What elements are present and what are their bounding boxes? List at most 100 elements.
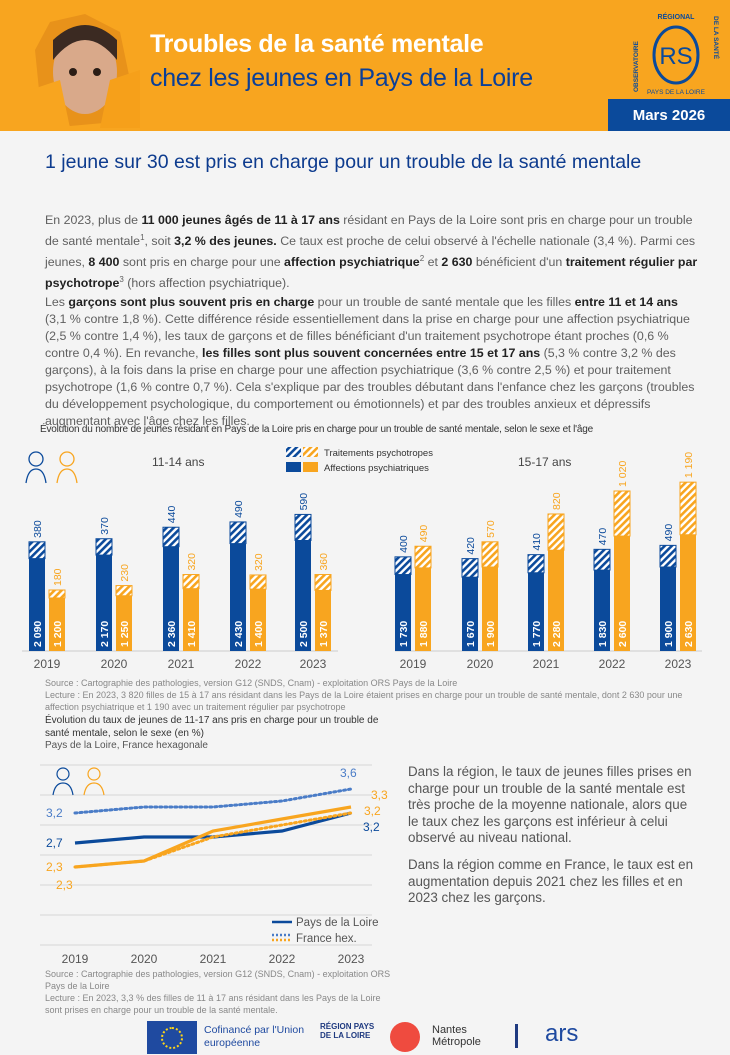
girls-treatment-bar: [679, 481, 697, 536]
girls-affection-label: 2 280: [551, 621, 563, 647]
boy-girl-icon: [52, 767, 105, 796]
girls-affection-label: 1 370: [318, 621, 330, 647]
girls-treatment-label: 820: [551, 492, 563, 510]
ors-logo: RS RÉGIONAL PAYS DE LA LOIRE OBSERVATOIR…: [633, 12, 721, 96]
svg-text:PAYS DE LA LOIRE: PAYS DE LA LOIRE: [647, 89, 706, 96]
value-label: 2,3: [46, 860, 63, 874]
boys-affection-bar: [528, 572, 544, 651]
boys-treatment-label: 490: [663, 524, 675, 542]
girls-treatment-bar: [115, 585, 133, 597]
boys-treatment-label: 370: [99, 517, 111, 535]
svg-text:RÉGIONAL: RÉGIONAL: [658, 12, 696, 21]
girls-affection-label: 2 600: [617, 621, 629, 647]
girls-treatment-label: 360: [318, 553, 330, 571]
boys-affection-label: 2 170: [99, 621, 111, 647]
text-segment: 2: [419, 254, 425, 264]
boys-treatment-label: 420: [465, 537, 477, 555]
text-segment: résidant en Pays de la Loire sont pris e…: [45, 213, 693, 249]
year-label: 2021: [168, 657, 195, 671]
value-label: 3,2: [364, 804, 381, 818]
header-banner: Troubles de la santé mentale chez les je…: [0, 0, 730, 131]
boys-affection-label: 1 900: [663, 621, 675, 647]
girls-treatment-bar: [547, 513, 565, 551]
text-segment: , soit: [144, 234, 175, 249]
girls-treatment-label: 320: [186, 553, 198, 571]
boys-affection-label: 2 500: [298, 621, 310, 647]
republique-francaise-logo: [515, 1024, 537, 1048]
legend-swatch-treatment-girls: [303, 447, 318, 457]
legend-swatch-affection-boys: [286, 462, 301, 472]
bold-text: traitement régulier par psychotrope: [45, 255, 698, 291]
boys-affection-bar: [660, 567, 676, 651]
boys-treatment-label: 440: [166, 506, 178, 524]
year-label: 2022: [235, 657, 262, 671]
boy-girl-icon: [25, 451, 78, 484]
text-segment: sont pris en charge pour une: [119, 255, 285, 270]
value-label: 3,2: [46, 806, 63, 820]
text-segment: pour un trouble de santé mentale que les…: [314, 295, 575, 310]
girls-affection-bar: [250, 589, 266, 651]
year-label: 2020: [467, 657, 494, 671]
girls-treatment-bar: [182, 574, 200, 590]
side-text: Dans la région, le taux de jeunes filles…: [408, 764, 700, 917]
boys-affection-bar: [230, 543, 246, 651]
year-label: 2023: [338, 952, 365, 966]
department-logo: [390, 1022, 420, 1052]
girls-affection-label: 1 250: [119, 621, 131, 647]
girls-treatment-bar: [414, 545, 432, 569]
boys-treatment-label: 410: [531, 533, 543, 551]
body-text: En 2023, plus de 11 000 jeunes âgés de 1…: [45, 212, 700, 432]
girls-treatment-label: 1 190: [683, 452, 695, 478]
boys-affection-bar: [462, 577, 478, 651]
boys-affection-label: 2 430: [233, 621, 245, 647]
girls-affection-bar: [315, 590, 331, 651]
girls-treatment-bar: [314, 574, 332, 591]
year-label: 2021: [200, 952, 227, 966]
line-chart-heading: Évolution du taux de jeunes de 11-17 ans…: [45, 715, 395, 753]
value-label: 3,2: [363, 820, 380, 834]
side-paragraph-1: Dans la région, le taux de jeunes filles…: [408, 764, 692, 846]
boys-affection-label: 1 830: [597, 621, 609, 647]
bar-chart-note: Lecture : En 2023, 3 820 filles de 15 à …: [45, 690, 683, 712]
girls-treatment-label: 490: [418, 525, 430, 543]
svg-text:DE LA SANTÉ: DE LA SANTÉ: [712, 16, 721, 60]
boys-affection-label: 2 090: [32, 621, 44, 647]
girls-france-line: [73, 811, 353, 869]
boys-treatment-label: 470: [597, 528, 609, 546]
boys-treatment-label: 400: [398, 535, 410, 553]
publication-date: Mars 2026: [608, 99, 730, 131]
side-paragraph-2: Dans la région comme en France, le taux …: [408, 856, 694, 906]
year-label: 2022: [599, 657, 626, 671]
value-label: 3,6: [340, 766, 357, 780]
bold-text: affection psychiatrique: [284, 255, 420, 270]
nantes-metropole-logo: Nantes Métropole: [432, 1024, 481, 1048]
boys-treatment-bar: [394, 556, 412, 576]
boys-affection-bar: [594, 570, 610, 651]
boys-affection-bar: [96, 555, 112, 651]
region-logo: RÉGION PAYS DE LA LOIRE: [320, 1022, 375, 1040]
year-label: 2019: [400, 657, 427, 671]
title-line2: chez les jeunes en Pays de la Loire: [150, 64, 533, 92]
girls-treatment-label: 230: [119, 564, 131, 582]
text-segment: 3: [119, 275, 124, 285]
panel-title-11-14: 11-14 ans: [152, 455, 204, 469]
bar-chart-source: Source : Cartographie des pathologies, v…: [45, 678, 458, 688]
title-line1: Troubles de la santé mentale: [150, 30, 484, 58]
partner-logos: Cofinancé par l'Union européenne RÉGION …: [0, 1018, 730, 1055]
girls-affection-label: 1 880: [418, 621, 430, 647]
boys-affection-bar: [29, 558, 45, 651]
line-chart-notes: Source : Cartographie des pathologies, v…: [45, 968, 395, 1016]
year-label: 2019: [62, 952, 89, 966]
girls-affection-label: 1 400: [253, 621, 265, 647]
boys-affection-bar: [295, 540, 311, 651]
legend-treatments: Traitements psychotropes: [324, 448, 433, 459]
boys-affection-bar: [395, 574, 411, 651]
legend-france: France hex.: [296, 933, 357, 945]
text-segment: (3,1 % contre 1,8 %). Cette différence r…: [45, 312, 690, 361]
bold-text: 2 630: [441, 255, 473, 270]
year-label: 2023: [665, 657, 692, 671]
boys-treatment-bar: [593, 548, 611, 571]
girls-affection-bar: [482, 567, 498, 651]
legend-pdl: Pays de la Loire: [296, 917, 378, 929]
value-label: 2,3: [56, 878, 73, 892]
